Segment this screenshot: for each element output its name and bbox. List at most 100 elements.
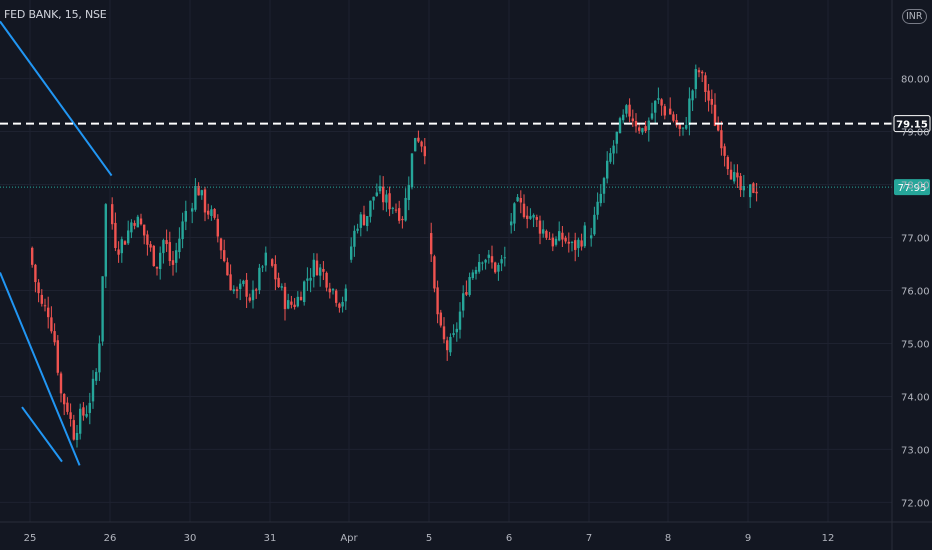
candle-up — [85, 414, 88, 417]
candle-down — [704, 75, 707, 92]
candle-up — [542, 229, 545, 234]
candle-up — [554, 238, 558, 245]
candle-up — [194, 186, 197, 210]
candle-down — [417, 137, 420, 142]
symbol-label[interactable]: FED BANK, 15, NSE — [4, 8, 107, 21]
candle-down — [216, 218, 219, 237]
candle-up — [312, 259, 315, 277]
candle-down — [165, 240, 168, 245]
candle-up — [532, 214, 535, 218]
candle-up — [375, 192, 378, 196]
candle-down — [752, 183, 755, 193]
candle-up — [319, 267, 322, 276]
candle-up — [404, 197, 407, 221]
candle-down — [382, 186, 385, 203]
price-tick-label: 78.00 — [901, 181, 930, 192]
candle-up — [251, 289, 255, 301]
currency-badge[interactable]: INR — [902, 9, 927, 24]
candle-down — [394, 209, 398, 211]
candle-down — [171, 260, 175, 265]
candle-down — [123, 241, 127, 245]
price-tick-label: 73.00 — [901, 445, 930, 456]
candle-down — [31, 247, 34, 265]
candle-down — [293, 304, 296, 308]
candle-up — [391, 207, 394, 209]
candle-up — [175, 250, 178, 263]
candle-up — [449, 337, 452, 353]
candle-down — [117, 249, 120, 255]
candle-up — [516, 197, 519, 202]
candle-down — [63, 394, 66, 405]
candle-down — [710, 98, 713, 105]
candle-up — [599, 193, 602, 204]
candle-down — [197, 185, 200, 196]
candle-down — [290, 301, 293, 305]
candle-up — [529, 216, 532, 219]
candle-up — [452, 333, 455, 335]
candle-up — [159, 252, 162, 270]
candle-down — [388, 193, 391, 210]
grid-lines — [0, 0, 892, 522]
candle-down — [465, 292, 468, 295]
candle-down — [133, 223, 136, 226]
candle-down — [143, 224, 146, 236]
candle-up — [654, 100, 657, 113]
candle-up — [615, 131, 618, 144]
candle-up — [657, 98, 660, 100]
candle-up — [733, 172, 736, 182]
candle-up — [650, 113, 654, 119]
candle-down — [538, 220, 542, 234]
candle-down — [47, 307, 50, 318]
candle-down — [697, 70, 701, 73]
price-tick-label: 80.00 — [901, 75, 930, 86]
price-tick-label: 79.00 — [901, 128, 930, 139]
candle-down — [729, 169, 733, 180]
candle-down — [672, 114, 675, 121]
candle-up — [95, 371, 98, 381]
candle-up — [130, 222, 133, 233]
candle-down — [149, 244, 152, 248]
candle-up — [609, 153, 612, 162]
candle-up — [407, 185, 410, 201]
candle-down — [631, 118, 634, 122]
candle-down — [203, 189, 207, 213]
candle-down — [248, 297, 251, 301]
candle-up — [577, 239, 580, 249]
candle-up — [184, 210, 187, 222]
candle-down — [522, 203, 526, 218]
last-price-tag — [894, 179, 930, 196]
candle-down — [442, 326, 446, 340]
time-tick-label: 9 — [745, 533, 751, 544]
candle-up — [462, 293, 465, 311]
candle-up — [681, 127, 685, 129]
candle-up — [353, 230, 356, 247]
candle-down — [548, 238, 551, 240]
candle-up — [570, 242, 574, 244]
candle-down — [494, 262, 497, 273]
candle-down — [580, 240, 583, 247]
candle-up — [88, 402, 91, 413]
candle-down — [660, 99, 663, 106]
last-price-label: 77.95 — [898, 183, 927, 194]
candle-down — [430, 233, 433, 255]
candle-up — [341, 302, 344, 307]
label-separator: , — [58, 8, 65, 21]
level-layer[interactable]: 79.15 77.95 — [0, 115, 931, 196]
candle-up — [468, 277, 471, 295]
candle-down — [717, 124, 720, 131]
candle-down — [545, 230, 548, 238]
trendline-layer[interactable] — [0, 20, 113, 466]
candle-up — [98, 343, 101, 373]
candle-up — [264, 252, 267, 266]
candle-down — [325, 272, 328, 288]
candle-down — [401, 218, 404, 221]
candle-down — [152, 245, 155, 267]
candle-up — [625, 105, 628, 114]
candle-down — [736, 172, 739, 178]
candle-up — [596, 201, 599, 215]
candle-down — [213, 209, 216, 218]
candle-up — [618, 118, 622, 134]
price-tick-label: 77.00 — [901, 234, 930, 245]
candle-down — [634, 120, 638, 127]
